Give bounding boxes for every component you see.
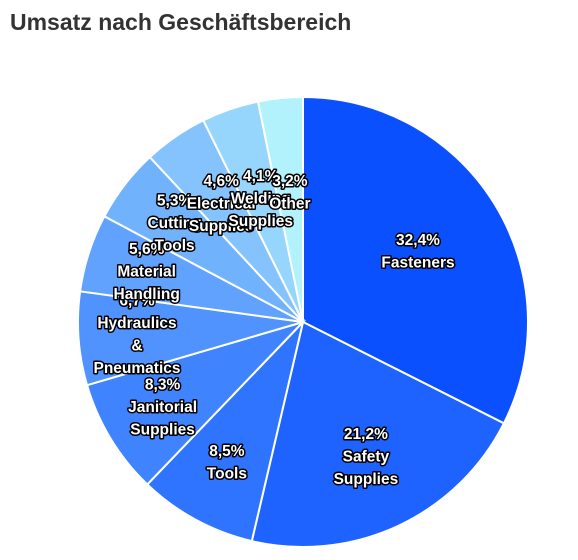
slice-label-tools: 8,5% Tools bbox=[207, 443, 247, 483]
slice-label-fasteners: 32,4% Fasteners bbox=[381, 232, 454, 272]
slice-safety-supplies bbox=[250, 320, 506, 548]
slice-labels: 32,4% Fasteners 21,2% Safety Supplies 8,5% Too… bbox=[92, 167, 456, 490]
chart-title: Umsatz nach Geschäftsbereich bbox=[10, 9, 352, 35]
slice-label-hydraulics-and-pneumatics: 6,7% Hydraulics & Pneumatics bbox=[93, 293, 180, 378]
slice-janitorial-supplies bbox=[85, 319, 307, 486]
slice-label-cutting-tools: 5,3% Cutting Tools bbox=[147, 193, 201, 255]
slice-label-other: 3,2% Other bbox=[269, 173, 310, 213]
slice-tools bbox=[145, 318, 305, 543]
slice-label-safety-supplies: 21,2% Safety Supplies bbox=[334, 426, 399, 488]
pie-slices bbox=[77, 95, 529, 548]
slice-label-janitorial-supplies: 8,3% Janitorial Supplies bbox=[128, 377, 197, 439]
slice-label-electrical-supplies: 4,6% Electrical Supplies bbox=[187, 173, 256, 235]
slice-label-material-handling: 5,6% Material Handling bbox=[114, 241, 180, 303]
slice-fasteners bbox=[302, 95, 529, 425]
slice-other bbox=[256, 95, 304, 323]
slice-label-welding-supplies: 4,1% Welding Supplies bbox=[228, 168, 293, 230]
